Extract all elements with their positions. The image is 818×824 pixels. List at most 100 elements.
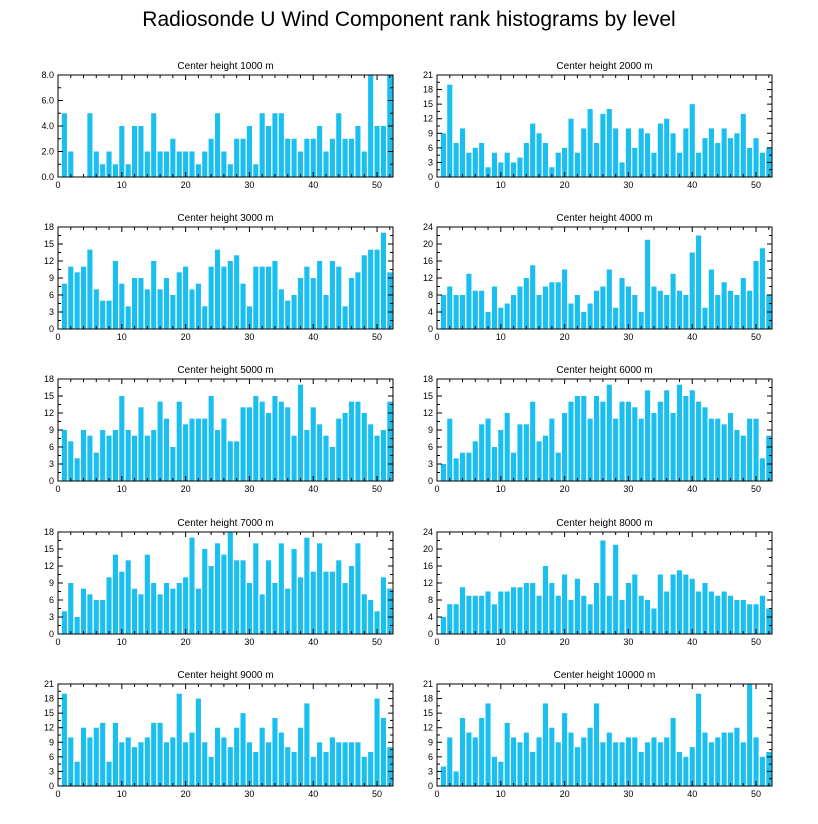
histogram-bar xyxy=(689,390,695,481)
histogram-bar xyxy=(747,684,753,786)
histogram-bar xyxy=(310,407,316,481)
histogram-bar xyxy=(523,732,529,786)
histogram-panel: Center height 5000 m 0 3 6 9 12 15 18 0 10 20 30 40 5… xyxy=(44,365,394,494)
histogram-bar xyxy=(170,588,176,634)
histogram-bar xyxy=(555,152,561,177)
x-tick-label: 10 xyxy=(496,484,506,494)
histogram-bar xyxy=(176,693,182,786)
histogram-bar xyxy=(479,424,485,481)
histogram-bar xyxy=(721,128,727,177)
histogram-bar xyxy=(246,407,252,481)
histogram-bar xyxy=(511,737,517,786)
histogram-bar xyxy=(336,418,342,481)
histogram-bar xyxy=(138,278,144,329)
histogram-bar xyxy=(645,390,651,481)
y-tick-label: 0 xyxy=(49,781,54,791)
histogram-bar xyxy=(368,75,374,177)
histogram-bar xyxy=(132,588,138,634)
histogram-bar xyxy=(297,727,304,786)
x-tick-label: 20 xyxy=(181,484,191,494)
histogram-bar xyxy=(176,272,182,329)
histogram-bar xyxy=(189,151,195,177)
histogram-bar xyxy=(157,151,163,177)
histogram-bar xyxy=(93,452,99,481)
histogram-bar xyxy=(93,289,99,329)
y-tick-label: 8.0 xyxy=(41,70,54,80)
y-tick-label: 15 xyxy=(44,391,54,401)
x-tick-label: 10 xyxy=(117,789,127,799)
histogram-bar xyxy=(651,413,657,481)
y-tick-label: 8 xyxy=(428,595,433,605)
histogram-bar xyxy=(440,766,446,786)
histogram-bar xyxy=(234,560,240,634)
y-tick-label: 12 xyxy=(44,561,54,571)
histogram-bar xyxy=(664,390,670,481)
histogram-bar xyxy=(112,261,118,329)
histogram-bar xyxy=(753,138,759,177)
histogram-bar xyxy=(593,396,600,481)
histogram-bar xyxy=(291,549,297,634)
y-tick-label: 18 xyxy=(44,527,54,537)
histogram-panel: Center height 3000 m 0 3 6 9 12 15 18 0 10 20 30 40 5… xyxy=(44,213,394,342)
histogram-bar xyxy=(119,126,125,177)
histogram-bar xyxy=(645,600,651,634)
histogram-bar xyxy=(676,290,683,329)
histogram-bar xyxy=(702,307,708,329)
histogram-bar xyxy=(361,151,367,177)
histogram-bar xyxy=(374,435,380,481)
histogram-bar xyxy=(112,430,118,481)
histogram-bar xyxy=(68,737,74,786)
histogram-panel: Center height 10000 m 0 3 6 9 12 15 18 21 0 10 20 30… xyxy=(423,670,773,799)
x-tick-label: 50 xyxy=(751,789,761,799)
x-tick-label: 30 xyxy=(623,789,633,799)
histogram-bar xyxy=(683,756,689,786)
histogram-bar xyxy=(689,104,695,177)
y-tick-label: 9 xyxy=(49,578,54,588)
histogram-bar xyxy=(606,269,612,329)
histogram-bar xyxy=(683,295,689,329)
histogram-bar xyxy=(530,752,536,786)
histogram-bar xyxy=(342,742,348,786)
histogram-bar xyxy=(240,560,246,634)
x-tick-label: 10 xyxy=(117,180,127,190)
x-tick-label: 0 xyxy=(55,789,60,799)
panel-group: Center height 1000 m 0.0 2.0 4.0 6.0 8.0 0 10 20… xyxy=(41,61,773,799)
histogram-bar xyxy=(138,594,144,634)
histogram-bar xyxy=(106,577,112,634)
histogram-bar xyxy=(304,537,310,634)
y-tick-label: 15 xyxy=(423,391,433,401)
histogram-bar xyxy=(259,401,265,481)
x-tick-label: 40 xyxy=(308,332,318,342)
histogram-bar xyxy=(440,295,446,329)
histogram-bar xyxy=(638,752,644,786)
x-tick-label: 30 xyxy=(623,332,633,342)
histogram-bar xyxy=(759,152,765,177)
histogram-bar xyxy=(368,249,374,329)
histogram-bar xyxy=(472,595,478,634)
histogram-bar xyxy=(702,732,708,786)
histogram-bar xyxy=(183,742,189,786)
histogram-bar xyxy=(625,737,631,786)
histogram-bar xyxy=(112,722,118,786)
histogram-bar xyxy=(587,727,593,786)
histogram-bar xyxy=(68,583,74,634)
histogram-bar xyxy=(87,113,93,177)
histogram-bar xyxy=(498,307,504,329)
histogram-bar xyxy=(440,133,446,177)
histogram-bar xyxy=(619,162,625,177)
histogram-bar xyxy=(555,282,561,329)
histogram-bar xyxy=(189,732,195,786)
y-tick-label: 9 xyxy=(428,128,433,138)
histogram-bar xyxy=(100,722,106,786)
y-tick-label: 16 xyxy=(423,256,433,266)
histogram-bar xyxy=(87,435,93,481)
histogram-bar xyxy=(517,587,523,634)
histogram-bar xyxy=(138,742,144,786)
histogram-bar xyxy=(253,752,259,786)
histogram-bar xyxy=(619,278,625,329)
histogram-bar xyxy=(504,152,510,177)
histogram-bar xyxy=(323,435,329,481)
histogram-bar xyxy=(670,133,676,177)
x-tick-label: 20 xyxy=(560,484,570,494)
y-tick-label: 0 xyxy=(49,629,54,639)
